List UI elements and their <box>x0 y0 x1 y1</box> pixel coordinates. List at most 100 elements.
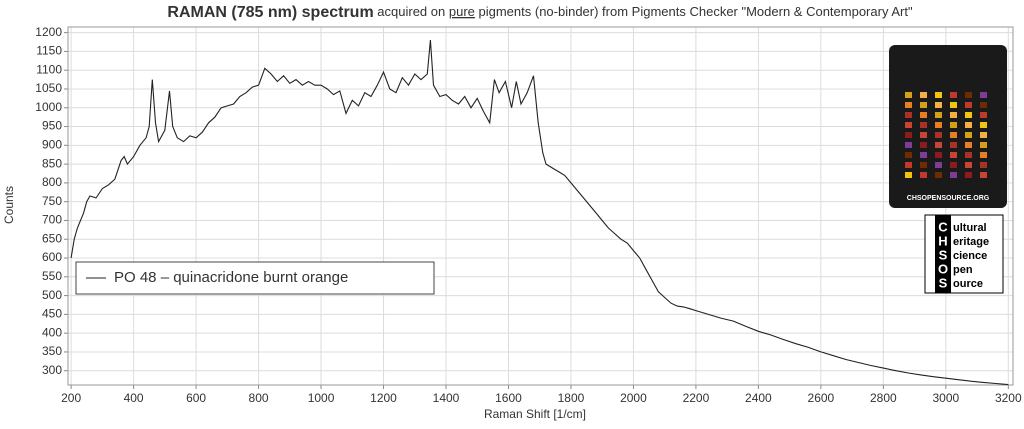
swatch <box>980 142 987 148</box>
x-tick-label: 2400 <box>745 391 772 405</box>
swatch <box>905 172 912 178</box>
x-tick-label: 1000 <box>308 391 335 405</box>
logo-word: cience <box>953 250 987 262</box>
swatch <box>950 132 957 138</box>
swatch <box>935 102 942 108</box>
y-tick-label: 700 <box>42 213 62 227</box>
swatch <box>965 172 972 178</box>
y-tick-label: 1100 <box>36 62 62 76</box>
title-part: acquired on <box>374 4 449 19</box>
swatch <box>920 122 927 128</box>
title-bold: RAMAN (785 nm) spectrum <box>167 4 373 21</box>
swatch <box>950 152 957 158</box>
swatch <box>950 92 957 98</box>
card-label: CHSOPENSOURCE.ORG <box>907 195 990 202</box>
chsos-strip <box>935 215 951 293</box>
swatch <box>980 152 987 158</box>
x-tick-label: 800 <box>249 391 269 405</box>
swatch <box>980 102 987 108</box>
swatch <box>920 92 927 98</box>
chart-title: RAMAN (785 nm) spectrum acquired on pure… <box>167 4 913 21</box>
x-tick-label: 200 <box>61 391 81 405</box>
y-tick-label: 500 <box>42 288 62 302</box>
swatch <box>935 152 942 158</box>
y-tick-label: 1050 <box>35 81 62 95</box>
swatch <box>920 132 927 138</box>
swatch <box>965 92 972 98</box>
legend-box <box>75 261 435 295</box>
swatch <box>950 162 957 168</box>
x-tick-label: 3200 <box>995 391 1022 405</box>
spectrum-line <box>70 40 1009 386</box>
swatch <box>965 102 972 108</box>
x-tick-label: 1200 <box>370 391 397 405</box>
x-tick-label: 2200 <box>683 391 710 405</box>
x-tick-label: 2600 <box>808 391 835 405</box>
y-tick-label: 950 <box>42 119 62 133</box>
swatch <box>935 112 942 118</box>
swatch <box>920 152 927 158</box>
y-tick-label: 450 <box>42 307 62 321</box>
swatch <box>935 92 942 98</box>
swatch <box>950 172 957 178</box>
swatch <box>935 162 942 168</box>
swatch <box>980 92 987 98</box>
swatch <box>950 142 957 148</box>
legend-label: PO 48 – quinacridone burnt orange <box>114 269 348 286</box>
swatch <box>965 152 972 158</box>
y-tick-label: 350 <box>42 344 62 358</box>
logo-letter: O <box>938 261 948 276</box>
x-tick-label: 2800 <box>870 391 897 405</box>
y-tick-label: 650 <box>42 231 62 245</box>
logo-word: eritage <box>953 236 989 248</box>
x-tick-label: 400 <box>124 391 144 405</box>
y-tick-label: 800 <box>42 175 62 189</box>
swatch <box>980 112 987 118</box>
y-tick-label: 300 <box>42 363 62 377</box>
y-axis-label: Counts <box>2 186 16 224</box>
swatch <box>950 102 957 108</box>
swatch <box>950 122 957 128</box>
swatch <box>905 122 912 128</box>
title-part: pigments (no-binder) from Pigments Check… <box>475 4 913 19</box>
swatch <box>950 112 957 118</box>
swatch <box>905 102 912 108</box>
x-tick-label: 600 <box>186 391 206 405</box>
y-tick-label: 1000 <box>35 100 62 114</box>
logo-letter: S <box>939 247 948 262</box>
y-tick-label: 900 <box>42 138 62 152</box>
swatch <box>920 172 927 178</box>
swatch <box>980 162 987 168</box>
logo-word: ource <box>953 278 983 290</box>
plot-frame <box>67 26 1014 386</box>
title-underlined: pure <box>449 4 475 19</box>
x-tick-label: 1800 <box>558 391 585 405</box>
swatch <box>920 112 927 118</box>
y-tick-label: 750 <box>42 194 62 208</box>
x-tick-label: 1400 <box>433 391 460 405</box>
swatch <box>980 132 987 138</box>
swatch <box>980 172 987 178</box>
y-tick-label: 550 <box>42 269 62 283</box>
logo-letter: S <box>939 275 948 290</box>
swatch <box>905 162 912 168</box>
y-tick-label: 1150 <box>36 44 62 58</box>
swatch <box>905 152 912 158</box>
swatch <box>965 162 972 168</box>
swatch <box>935 122 942 128</box>
x-tick-label: 1600 <box>495 391 522 405</box>
x-axis-label: Raman Shift [1/cm] <box>484 407 586 421</box>
swatch <box>905 92 912 98</box>
swatch <box>920 162 927 168</box>
swatch <box>935 172 942 178</box>
swatch <box>905 142 912 148</box>
logo-word: ultural <box>953 222 987 234</box>
swatch <box>980 122 987 128</box>
logo-letter: C <box>938 219 948 234</box>
swatch <box>965 132 972 138</box>
x-tick-label: 3000 <box>932 391 959 405</box>
x-tick-label: 2000 <box>620 391 647 405</box>
